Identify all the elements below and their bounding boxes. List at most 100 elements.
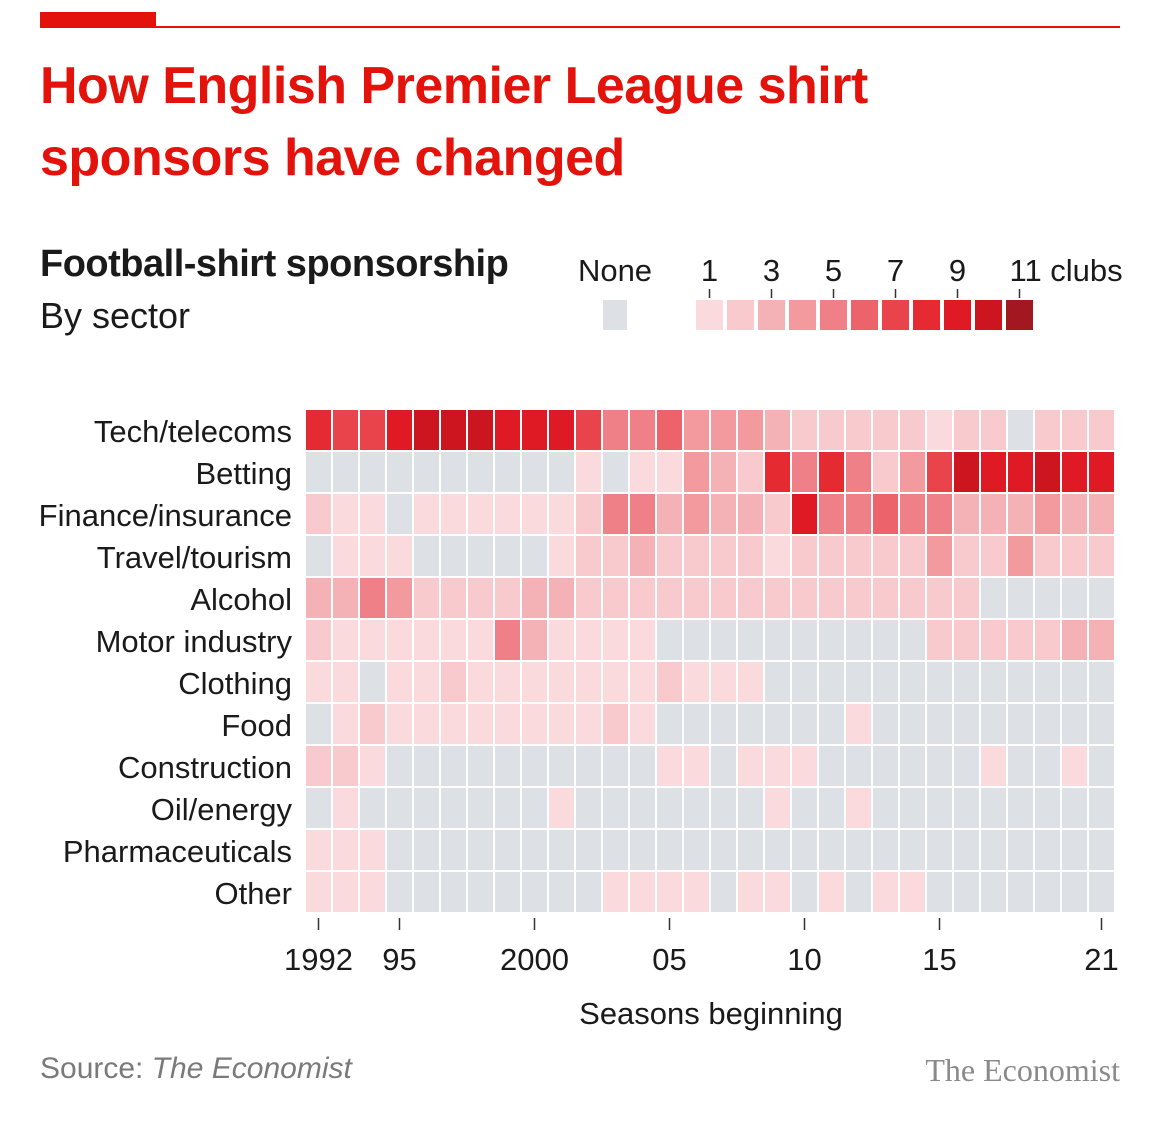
- heatmap-cell: [1062, 830, 1087, 870]
- heatmap-cell: [738, 746, 763, 786]
- heatmap-cell: [1062, 410, 1087, 450]
- heatmap-cell: [981, 872, 1006, 912]
- heatmap-cell: [630, 746, 655, 786]
- heatmap-cell: [900, 788, 925, 828]
- heatmap-cell: [468, 746, 493, 786]
- heatmap-cell: [576, 788, 601, 828]
- heatmap-cell: [468, 620, 493, 660]
- heatmap-cell: [549, 578, 574, 618]
- heatmap-cell: [927, 620, 952, 660]
- heatmap-cell: [306, 830, 331, 870]
- legend-swatch: [820, 300, 847, 330]
- heatmap-cell: [360, 452, 385, 492]
- heatmap-cell: [657, 872, 682, 912]
- heatmap-cell: [576, 830, 601, 870]
- heatmap-cell: [360, 872, 385, 912]
- heatmap-cell: [846, 788, 871, 828]
- heatmap-cell: [468, 410, 493, 450]
- heatmap-cell: [441, 410, 466, 450]
- heatmap-cell: [441, 704, 466, 744]
- heatmap-cell: [468, 704, 493, 744]
- heatmap-cell: [684, 788, 709, 828]
- heatmap-cell: [819, 830, 844, 870]
- heatmap-cell: [900, 410, 925, 450]
- heatmap-cell: [765, 830, 790, 870]
- heatmap-cell: [738, 410, 763, 450]
- heatmap-cell: [1089, 410, 1114, 450]
- heatmap-cell: [306, 662, 331, 702]
- heatmap-cell: [387, 452, 412, 492]
- heatmap-cell: [576, 662, 601, 702]
- heatmap-cell: [819, 452, 844, 492]
- heatmap-cell: [333, 788, 358, 828]
- heatmap-cell: [954, 578, 979, 618]
- heatmap-cell: [900, 662, 925, 702]
- brand-logo: The Economist: [925, 1052, 1120, 1088]
- heatmap-cell: [441, 872, 466, 912]
- heatmap-cell: [873, 704, 898, 744]
- heatmap-cell: [360, 746, 385, 786]
- heatmap-cell: [846, 662, 871, 702]
- heatmap-cell: [522, 830, 547, 870]
- heatmap-cell: [414, 830, 439, 870]
- legend-swatch: [882, 300, 909, 330]
- heatmap-cell: [765, 536, 790, 576]
- heatmap-cell: [306, 578, 331, 618]
- heatmap-cell: [414, 410, 439, 450]
- x-tick-label: 2000: [500, 942, 569, 977]
- heatmap-cell: [873, 578, 898, 618]
- heatmap-cell: [927, 830, 952, 870]
- heatmap-cell: [522, 452, 547, 492]
- heatmap-cell: [576, 410, 601, 450]
- heatmap-cell: [819, 788, 844, 828]
- heatmap-cell: [468, 578, 493, 618]
- heatmap-cell: [576, 494, 601, 534]
- heatmap-cell: [819, 536, 844, 576]
- source-name: The Economist: [151, 1052, 352, 1085]
- legend-swatch: [1006, 300, 1033, 330]
- heatmap-cell: [360, 578, 385, 618]
- legend-swatch: [913, 300, 940, 330]
- heatmap-cell: [873, 746, 898, 786]
- heatmap-cell: [576, 746, 601, 786]
- heatmap-cell: [792, 536, 817, 576]
- heatmap-cell: [468, 494, 493, 534]
- heatmap-cell: [522, 494, 547, 534]
- heatmap-cell: [1035, 410, 1060, 450]
- heatmap-cell: [387, 704, 412, 744]
- heatmap-cell: [630, 410, 655, 450]
- heatmap-cell: [1035, 662, 1060, 702]
- heatmap-cell: [1035, 704, 1060, 744]
- heatmap-cell: [657, 830, 682, 870]
- heatmap-cell: [387, 830, 412, 870]
- heatmap-cell: [1089, 452, 1114, 492]
- heatmap-cell: [495, 788, 520, 828]
- heatmap-cell: [333, 872, 358, 912]
- heatmap-cell: [630, 620, 655, 660]
- heatmap-cell: [333, 662, 358, 702]
- heatmap-cell: [630, 704, 655, 744]
- row-label-tech-telecoms: Tech/telecoms: [94, 414, 292, 449]
- heatmap-cell: [792, 872, 817, 912]
- x-tick-label: 10: [787, 942, 821, 977]
- heatmap-cell: [927, 704, 952, 744]
- heatmap-cell: [522, 620, 547, 660]
- heatmap-cell: [441, 536, 466, 576]
- heatmap-cell: [765, 578, 790, 618]
- heatmap-cell: [549, 452, 574, 492]
- heatmap-cell: [711, 662, 736, 702]
- row-label-betting: Betting: [195, 456, 292, 491]
- heatmap-cell: [522, 872, 547, 912]
- heatmap-cell: [738, 704, 763, 744]
- row-label-motor-industry: Motor industry: [96, 624, 293, 659]
- heatmap-cell: [738, 788, 763, 828]
- heatmap-cell: [1035, 494, 1060, 534]
- heatmap-cell: [549, 410, 574, 450]
- x-tick-label: 21: [1084, 942, 1118, 977]
- heatmap-cell: [441, 662, 466, 702]
- heatmap-cell: [738, 872, 763, 912]
- heatmap-cell: [441, 494, 466, 534]
- heatmap-cell: [873, 830, 898, 870]
- heatmap-cell: [711, 536, 736, 576]
- row-label-travel-tourism: Travel/tourism: [97, 540, 292, 575]
